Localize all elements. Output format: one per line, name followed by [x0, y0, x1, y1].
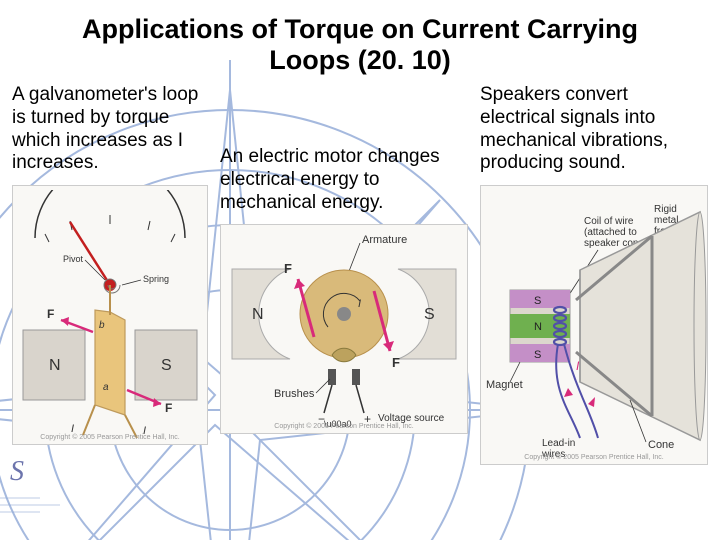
label-pivot: Pivot	[63, 254, 84, 264]
column-middle: An electric motor changes electrical ene…	[214, 84, 474, 465]
column-right: Speakers convert electrical signals into…	[474, 84, 714, 465]
label-cone: Cone	[648, 439, 674, 451]
galvanometer-figure: Pivot Spring N S	[12, 185, 208, 445]
label-brushes: Brushes	[274, 388, 315, 400]
label-motor-f2: F	[392, 355, 400, 370]
label-a: a	[103, 382, 109, 393]
label-f1: F	[47, 307, 54, 321]
galvanometer-copyright: Copyright © 2005 Pearson Prentice Hall, …	[40, 434, 179, 441]
label-speaker-s1: S	[534, 295, 541, 307]
motor-copyright: Copyright © 2005 Pearson Prentice Hall, …	[274, 423, 413, 430]
columns: A galvanometer's loop is turned by torqu…	[0, 84, 720, 465]
speaker-text: Speakers convert electrical signals into…	[480, 84, 708, 175]
label-n: N	[49, 357, 61, 374]
speaker-copyright: Copyright © 2005 Pearson Prentice Hall, …	[524, 454, 663, 461]
motor-figure: Armature N S F	[220, 224, 468, 434]
page-title: Applications of Torque on Current Carryi…	[0, 0, 720, 84]
galvanometer-text: A galvanometer's loop is turned by torqu…	[12, 84, 208, 175]
column-left: A galvanometer's loop is turned by torqu…	[6, 84, 214, 465]
label-motor-f1: F	[284, 261, 292, 276]
label-speaker-n: N	[534, 321, 542, 333]
label-magnet: Magnet	[486, 379, 523, 391]
label-motor-s: S	[424, 306, 435, 323]
motor-text: An electric motor changes electrical ene…	[220, 146, 468, 214]
label-b: b	[99, 320, 105, 331]
label-spring: Spring	[143, 274, 169, 284]
speaker-figure: Rigidmetalframe Coil of wire(attached to…	[480, 185, 708, 465]
label-armature: Armature	[362, 234, 407, 246]
label-speaker-s2: S	[534, 349, 541, 361]
label-motor-n: N	[252, 306, 264, 323]
label-f2: F	[165, 401, 172, 415]
label-s: S	[161, 357, 172, 374]
